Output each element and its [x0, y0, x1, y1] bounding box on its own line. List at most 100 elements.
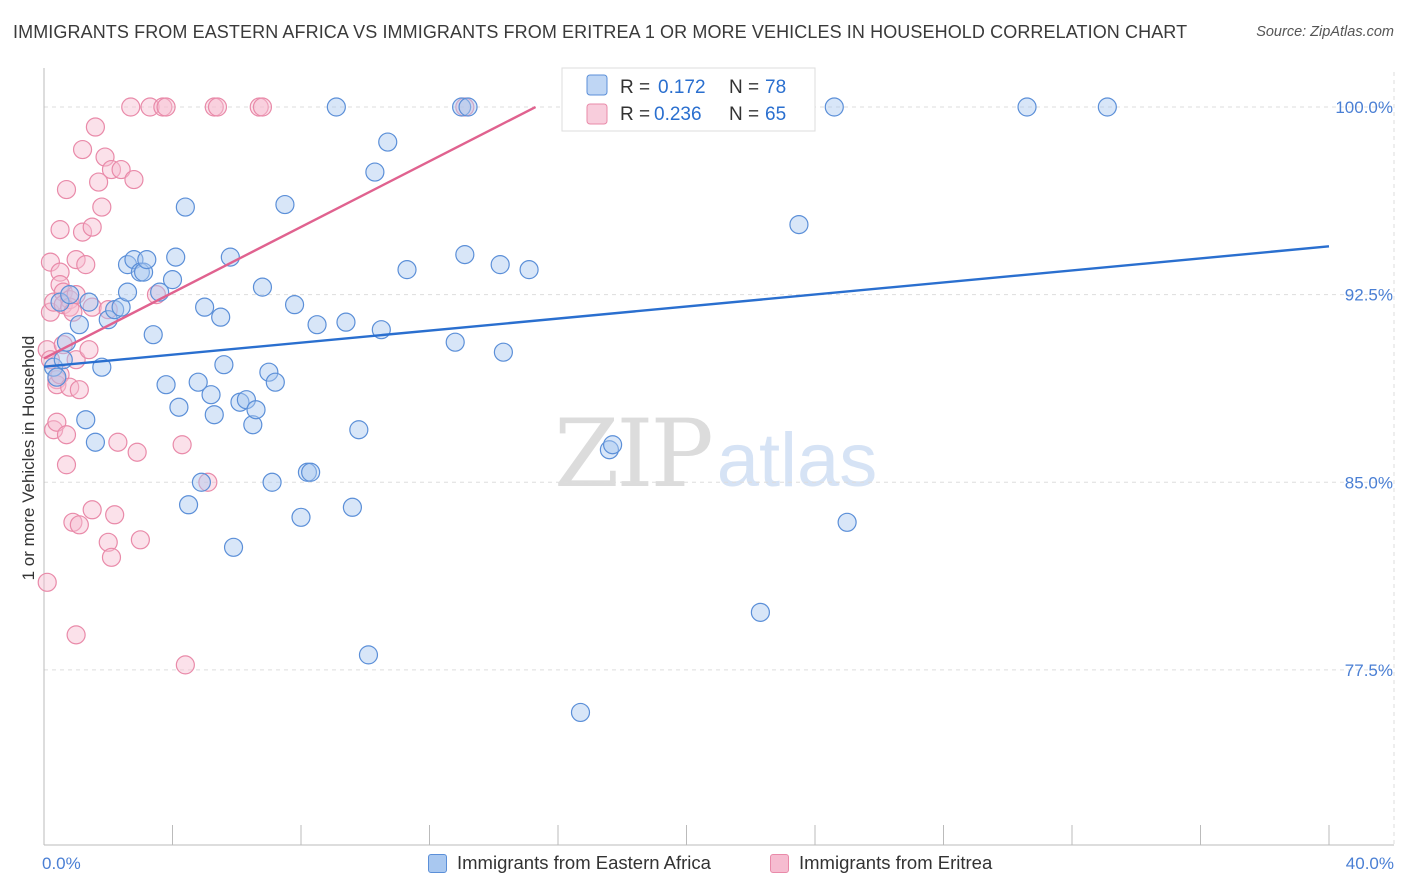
legend-n-label-blue: N = [729, 77, 759, 98]
y-axis-label: 1 or more Vehicles in Household [19, 336, 38, 581]
point-eastern-africa-1 [47, 367, 67, 387]
legend-n-value-pink: 65 [765, 104, 786, 125]
point-eastern-africa-77 [1097, 97, 1117, 117]
point-eastern-africa-66 [519, 260, 539, 280]
point-eastern-africa-26 [175, 197, 195, 217]
point-eritrea-34 [79, 340, 99, 360]
point-eastern-africa-7 [76, 410, 96, 430]
point-eastern-africa-40 [246, 400, 266, 420]
point-eritrea-37 [82, 500, 102, 520]
point-eastern-africa-44 [265, 372, 285, 392]
y-tick-label-1: 92.5% [1345, 286, 1393, 305]
axes [43, 68, 1394, 846]
point-eastern-africa-51 [326, 97, 346, 117]
point-eastern-africa-55 [358, 645, 379, 665]
point-eastern-africa-59 [397, 260, 417, 280]
point-eastern-africa-67 [570, 702, 591, 723]
legend-r-value-blue: 0.172 [658, 77, 706, 98]
point-eastern-africa-23 [162, 270, 183, 290]
point-eritrea-51 [127, 442, 147, 462]
point-eastern-africa-39 [243, 415, 263, 435]
point-eritrea-59 [198, 472, 218, 492]
point-eastern-africa-38 [236, 390, 256, 410]
point-eastern-africa-33 [211, 307, 231, 327]
point-eastern-africa-14 [117, 282, 138, 302]
point-eastern-africa-47 [291, 507, 311, 527]
point-eritrea-47 [108, 432, 128, 452]
point-eritrea-18 [56, 425, 77, 445]
point-eastern-africa-49 [301, 462, 321, 482]
point-eritrea-10 [50, 220, 70, 240]
chart-title: IMMIGRANTS FROM EASTERN AFRICA VS IMMIGR… [13, 22, 1188, 42]
point-eastern-africa-61 [452, 97, 472, 117]
point-eritrea-33 [76, 255, 96, 275]
point-eastern-africa-50 [307, 315, 327, 335]
point-eastern-africa-64 [490, 255, 510, 275]
point-eritrea-56 [156, 97, 176, 117]
series-eastern-africa [44, 97, 1117, 723]
point-eritrea-57 [172, 435, 192, 455]
point-eastern-africa-20 [143, 325, 163, 345]
point-eritrea-38 [85, 117, 106, 137]
legend-label-eastern-africa: Immigrants from Eastern Africa [457, 852, 711, 873]
legend-item-eastern-africa: Immigrants from Eastern Africa [428, 852, 711, 874]
legend-item-eritrea: Immigrants from Eritrea [770, 852, 992, 874]
legend-swatch-eastern-africa [428, 853, 447, 873]
point-eastern-africa-4 [56, 332, 77, 352]
point-eritrea-44 [101, 547, 122, 567]
point-eastern-africa-63 [458, 97, 478, 117]
point-eritrea-63 [252, 97, 273, 117]
trend-lines [43, 105, 1330, 368]
point-eastern-africa-56 [365, 162, 385, 182]
point-eastern-africa-43 [262, 472, 282, 492]
point-eastern-africa-30 [195, 297, 215, 317]
point-eastern-africa-42 [259, 362, 279, 382]
point-eritrea-25 [66, 250, 86, 270]
point-eritrea-35 [82, 217, 102, 237]
legend-r-label-pink: R = [620, 104, 650, 125]
point-eastern-africa-54 [349, 420, 369, 440]
point-eritrea-30 [69, 515, 89, 535]
point-eastern-africa-75 [837, 512, 857, 532]
legend-swatch-pink [586, 103, 608, 125]
point-eastern-africa-60 [445, 332, 465, 352]
point-eritrea-29 [69, 380, 89, 400]
point-eritrea-41 [95, 147, 115, 167]
point-eastern-africa-46 [284, 295, 305, 315]
point-eritrea-58 [175, 655, 195, 675]
point-eastern-africa-5 [60, 285, 80, 305]
x-tick-labels: 0.0% 40.0% [42, 854, 1394, 873]
point-eritrea-61 [207, 97, 228, 117]
legend-n-value-blue: 78 [765, 77, 786, 98]
source-label: Source: ZipAtlas.com [1256, 24, 1394, 40]
trend-line-eastern-africa [43, 245, 1330, 368]
point-eastern-africa-28 [188, 372, 208, 392]
point-eastern-africa-36 [223, 537, 244, 557]
y-tick-label-2: 85.0% [1345, 473, 1393, 492]
point-eastern-africa-29 [191, 472, 212, 492]
x-tick-label-1: 40.0% [1346, 854, 1394, 873]
x-tick-label-0: 0.0% [42, 854, 81, 873]
point-eritrea-46 [105, 505, 125, 525]
point-eastern-africa-52 [336, 312, 356, 332]
point-eritrea-50 [124, 169, 144, 190]
point-eastern-africa-53 [342, 497, 362, 517]
legend-r-value-pink: 0.236 [654, 104, 702, 125]
point-eastern-africa-19 [137, 250, 157, 270]
point-eritrea-52 [130, 530, 150, 550]
point-eastern-africa-8 [79, 292, 99, 312]
point-eastern-africa-76 [1017, 97, 1037, 117]
y-tick-labels: 100.0% 92.5% 85.0% 77.5% [1335, 98, 1393, 680]
point-eritrea-17 [56, 179, 77, 200]
point-eastern-africa-73 [789, 214, 809, 235]
point-eastern-africa-65 [493, 342, 513, 362]
y-tick-label-3: 77.5% [1345, 661, 1393, 680]
point-eastern-africa-25 [169, 397, 189, 417]
point-eastern-africa-6 [69, 315, 89, 335]
point-eritrea-19 [56, 455, 77, 475]
point-eastern-africa-32 [204, 405, 224, 425]
point-eritrea-31 [72, 139, 93, 160]
point-eastern-africa-2 [50, 292, 70, 312]
point-eastern-africa-41 [252, 277, 273, 297]
trend-line-eritrea [43, 105, 537, 360]
